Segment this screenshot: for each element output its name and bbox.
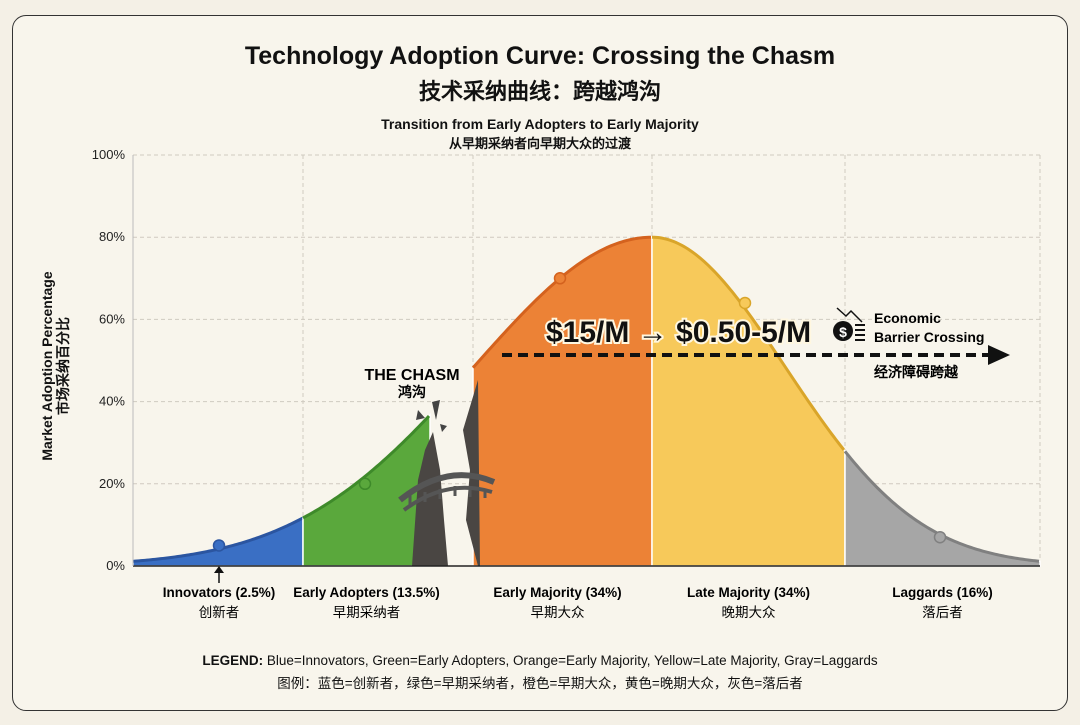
y-tick-label: 100% xyxy=(92,147,126,162)
chart-title-zh: 技术采纳曲线：跨越鸿沟 xyxy=(418,79,661,104)
falling-rocks xyxy=(416,400,447,432)
bridge-deck xyxy=(402,485,493,512)
chart-title: Technology Adoption Curve: Crossing the … xyxy=(244,42,836,70)
chasm-cliff-left xyxy=(412,432,448,566)
y-tick-label: 60% xyxy=(99,311,125,326)
dollar-sign: $ xyxy=(839,324,847,340)
arrow-head xyxy=(988,345,1010,365)
barrier-label-zh: 经济障碍跨越 xyxy=(874,364,959,380)
legend-zh: 图例：蓝色=创新者，绿色=早期采纳者，橙色=早期大众，黄色=晚期大众，灰色=落后… xyxy=(277,676,803,691)
segment-label-zh: 晚期大众 xyxy=(722,605,776,620)
chart-subtitle: Transition from Early Adopters to Early … xyxy=(381,116,699,132)
y-tick-label: 20% xyxy=(99,476,125,491)
segment-curve xyxy=(302,414,431,520)
segment-label: Late Majority (34%) xyxy=(687,585,810,600)
segment-area xyxy=(651,236,846,567)
segment-label: Early Adopters (13.5%) xyxy=(293,585,440,600)
legend: LEGEND: Blue=Innovators, Green=Early Ado… xyxy=(0,653,1080,668)
segment-label-zh: 落后者 xyxy=(922,605,963,620)
y-tick-label: 40% xyxy=(99,394,125,409)
chasm-label-zh: 鸿沟 xyxy=(398,384,426,400)
segment-label-zh: 创新者 xyxy=(199,605,240,620)
bridge-arch xyxy=(398,472,496,503)
trend-down-icon xyxy=(836,307,863,323)
data-point-marker xyxy=(553,272,567,285)
segment-area xyxy=(844,449,1041,567)
y-tick-label: 80% xyxy=(99,229,125,244)
legend-label: LEGEND: xyxy=(202,653,264,668)
chart-subtitle-zh: 从早期采纳者向早期大众的过渡 xyxy=(448,136,631,151)
dollar-coin-icon xyxy=(833,321,853,341)
segment-label: Early Majority (34%) xyxy=(493,585,621,600)
data-point-marker xyxy=(358,477,372,491)
y-tick-label: 0% xyxy=(106,558,125,573)
data-point-marker xyxy=(212,539,226,552)
bill-stack-icon xyxy=(855,324,865,341)
segment-curve xyxy=(651,235,846,451)
segment-label: Laggards (16%) xyxy=(892,585,993,600)
legend-text: Blue=Innovators, Green=Early Adopters, O… xyxy=(266,653,878,668)
segment-label-zh: 早期大众 xyxy=(531,605,585,620)
chasm-label: THE CHASM xyxy=(364,367,459,384)
segment-area xyxy=(472,236,653,567)
data-point-marker xyxy=(738,296,752,310)
segment-label: Innovators (2.5%) xyxy=(163,585,276,600)
barrier-label-2: Barrier Crossing xyxy=(874,329,984,345)
arrow-head xyxy=(214,566,224,573)
barrier-label: Economic xyxy=(874,310,941,326)
data-point-marker xyxy=(933,530,947,544)
price-annotation: $15/M → $0.50-5/M xyxy=(546,316,811,349)
segment-label-zh: 早期采纳者 xyxy=(333,605,401,620)
